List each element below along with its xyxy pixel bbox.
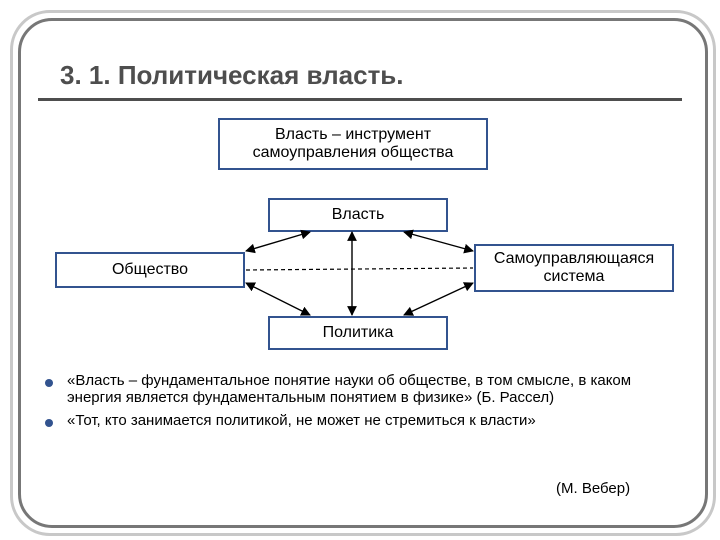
quote-bullets: «Власть – фундаментальное понятие науки … bbox=[45, 372, 675, 435]
bullet-item: «Тот, кто занимается политикой, не может… bbox=[45, 412, 675, 429]
attribution: (М. Вебер) bbox=[556, 480, 630, 497]
title-underline bbox=[38, 98, 682, 101]
box-power: Власть bbox=[268, 198, 448, 232]
box-instrument: Власть – инструмент самоуправления общес… bbox=[218, 118, 488, 170]
box-politics: Политика bbox=[268, 316, 448, 350]
page-title: 3. 1. Политическая власть. bbox=[60, 60, 404, 91]
box-society: Общество bbox=[55, 252, 245, 288]
box-system: Самоуправляющаяся система bbox=[474, 244, 674, 292]
bullet-item: «Власть – фундаментальное понятие науки … bbox=[45, 372, 675, 406]
